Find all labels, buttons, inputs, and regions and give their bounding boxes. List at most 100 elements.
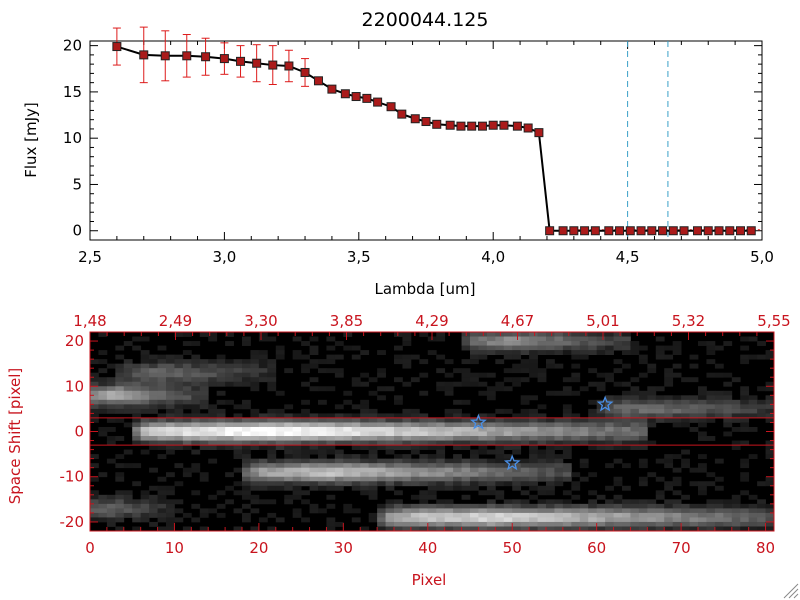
image-pixel (461, 440, 471, 446)
image-pixel (470, 422, 479, 428)
image-pixel (258, 472, 268, 478)
image-pixel (461, 345, 471, 351)
resize-grip-icon[interactable] (783, 583, 799, 599)
image-pixel (115, 390, 125, 396)
image-pixel (419, 490, 429, 496)
image-pixel (166, 436, 175, 441)
image-pixel (436, 481, 446, 487)
image-pixel (461, 426, 471, 432)
image-pixel (368, 408, 378, 414)
image-pixel (605, 463, 614, 469)
image-pixel (301, 454, 310, 460)
image-pixel (410, 521, 420, 527)
image-pixel (242, 404, 251, 410)
image-pixel (571, 390, 581, 396)
image-pixel (385, 445, 395, 450)
image-pixel (385, 431, 395, 437)
image-pixel (630, 408, 640, 414)
image-pixel (166, 354, 175, 360)
image-pixel (216, 354, 226, 360)
image-pixel (444, 386, 454, 392)
image-pixel (562, 521, 572, 527)
image-pixel (419, 472, 429, 478)
image-pixel (765, 508, 775, 514)
image-pixel (512, 350, 522, 356)
image-pixel (275, 472, 285, 478)
image-pixel (613, 408, 623, 414)
image-pixel (132, 413, 142, 419)
image-pixel (318, 386, 327, 392)
image-pixel (470, 332, 479, 337)
bottom-x-axis-label: Pixel (412, 571, 447, 589)
top-x-tick-label: 5,32 (672, 312, 705, 330)
image-pixel (444, 431, 454, 437)
image-pixel (478, 526, 488, 532)
image-pixel (377, 436, 386, 441)
image-pixel (605, 413, 614, 419)
data-point (499, 120, 509, 130)
image-pixel (537, 508, 547, 514)
image-pixel (208, 417, 218, 423)
image-pixel (334, 426, 344, 432)
image-pixel (250, 458, 260, 464)
image-pixel (546, 341, 555, 346)
image-pixel (622, 499, 631, 505)
image-pixel (748, 526, 758, 532)
image-pixel (284, 440, 294, 446)
image-pixel (250, 350, 260, 356)
image-pixel (605, 350, 614, 356)
image-pixel (267, 458, 277, 464)
image-pixel (689, 526, 699, 532)
image-pixel (326, 417, 336, 423)
image-pixel (351, 458, 361, 464)
image-pixel (233, 436, 243, 441)
image-pixel (301, 399, 310, 405)
image-pixel (191, 377, 201, 383)
image-pixel (377, 467, 386, 473)
image-pixel (157, 485, 167, 491)
image-pixel (318, 417, 327, 423)
image-pixel (368, 467, 378, 473)
image-pixel (301, 354, 310, 360)
image-pixel (537, 417, 547, 423)
image-pixel (436, 472, 446, 478)
image-pixel (258, 436, 268, 441)
image-pixel (529, 413, 538, 419)
image-pixel (672, 467, 682, 473)
image-pixel (444, 472, 454, 478)
image-pixel (655, 458, 665, 464)
image-pixel (714, 503, 724, 509)
image-pixel (242, 445, 251, 450)
image-pixel (123, 368, 133, 374)
image-pixel (453, 503, 462, 509)
image-pixel (98, 377, 108, 383)
image-pixel (723, 503, 733, 509)
image-pixel (326, 503, 336, 509)
image-pixel (377, 368, 386, 374)
image-pixel (360, 431, 370, 437)
image-pixel (706, 472, 716, 478)
image-pixel (731, 517, 741, 523)
image-pixel (740, 440, 750, 446)
image-pixel (503, 521, 513, 527)
image-pixel (503, 503, 513, 509)
image-pixel (284, 463, 294, 469)
image-pixel (368, 436, 378, 441)
image-pixel (427, 431, 437, 437)
image-pixel (562, 463, 572, 469)
image-pixel (503, 345, 513, 351)
image-pixel (478, 503, 488, 509)
image-pixel (740, 354, 750, 360)
image-pixel (191, 399, 201, 405)
image-pixel (664, 377, 674, 383)
image-pixel (191, 368, 201, 374)
image-pixel (368, 422, 378, 428)
image-pixel (318, 440, 327, 446)
image-pixel (419, 499, 429, 505)
image-pixel (765, 445, 775, 450)
image-pixel (368, 449, 378, 455)
image-pixel (765, 526, 775, 532)
image-pixel (579, 436, 589, 441)
image-pixel (191, 463, 201, 469)
image-pixel (242, 503, 251, 509)
